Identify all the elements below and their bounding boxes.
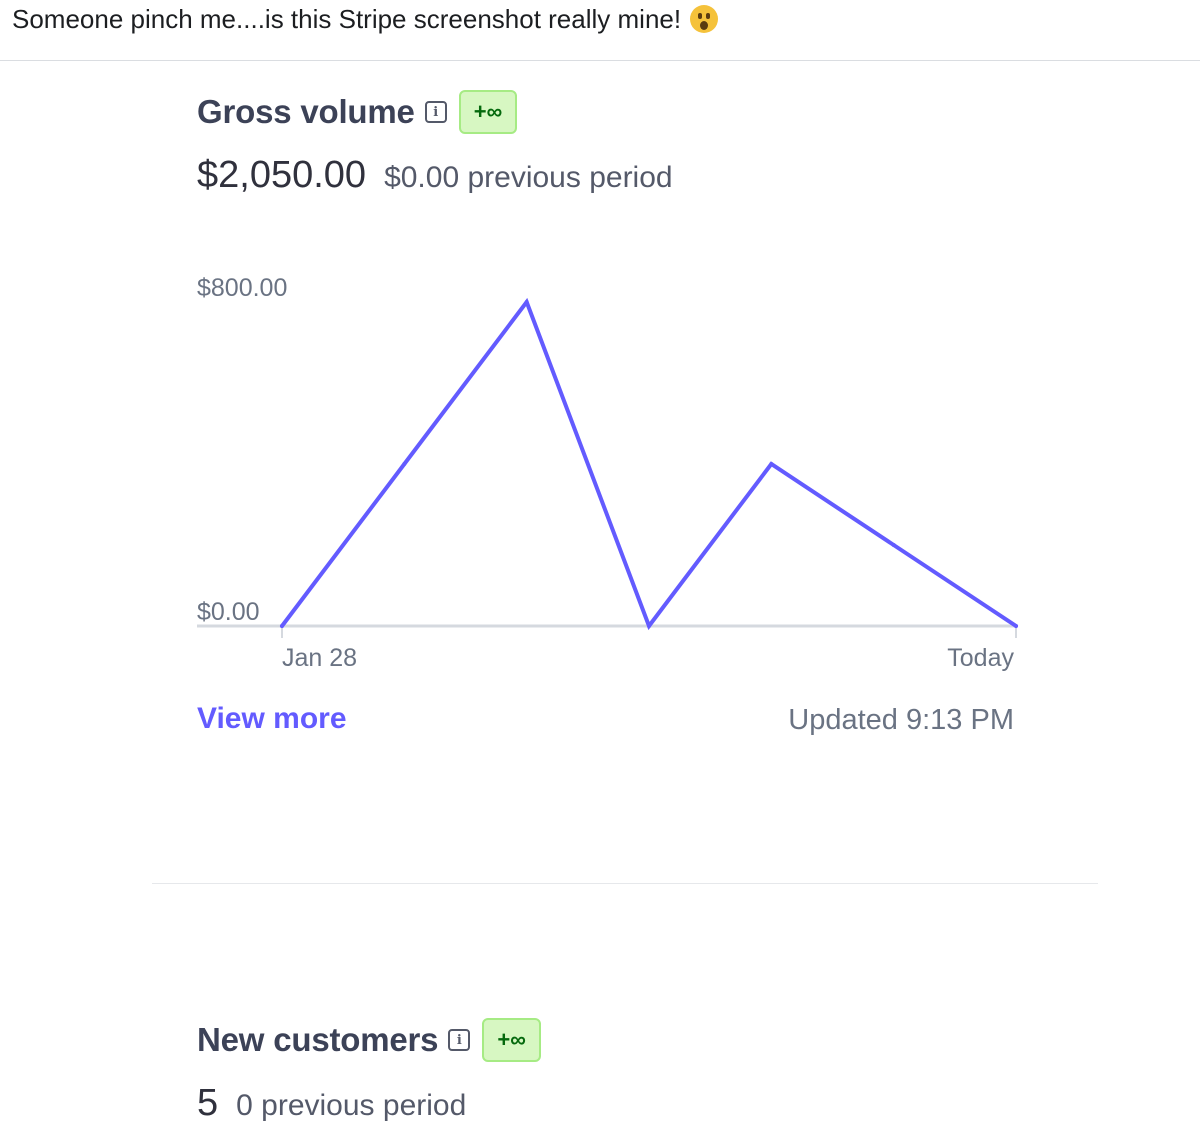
new-customers-title: New customers	[197, 1021, 439, 1058]
info-icon[interactable]: i	[424, 101, 447, 123]
new-customers-previous: 0 previous period	[236, 1089, 467, 1122]
gross-volume-header: Gross volume i +∞	[197, 90, 518, 134]
gross-volume-metric: $2,050.00 $0.00 previous period	[197, 154, 673, 197]
gross-volume-point-0	[280, 624, 284, 628]
gross-volume-previous: $0.00 previous period	[384, 161, 673, 194]
caption-divider	[0, 60, 1200, 61]
post-caption: Someone pinch me....is this Stripe scree…	[12, 2, 719, 36]
gross-volume-chart[interactable]: $800.00 $0.00 Jan 28 Today	[0, 0, 1200, 700]
gross-volume-point-4	[769, 462, 774, 466]
gross-volume-change-badge: +∞	[458, 90, 518, 134]
gross-volume-point-5	[891, 543, 896, 547]
section-divider	[152, 883, 1098, 884]
view-more-link[interactable]: View more	[197, 702, 347, 735]
gross-volume-points	[280, 300, 1018, 628]
gross-volume-value: $2,050.00	[197, 154, 367, 196]
gross-volume-title: Gross volume	[197, 93, 415, 130]
gross-volume-point-6	[1014, 624, 1018, 628]
updated-timestamp: Updated 9:13 PM	[788, 704, 1014, 736]
info-icon[interactable]: i	[448, 1029, 471, 1051]
gross-volume-point-2	[524, 300, 529, 304]
gross-volume-point-1	[402, 462, 407, 466]
astonished-face-emoji-icon	[690, 5, 719, 33]
gross-volume-point-3	[647, 624, 651, 628]
x-tick-label-start: Jan 28	[282, 644, 357, 672]
y-tick-label-zero: $0.00	[197, 598, 260, 626]
post-caption-text: Someone pinch me....is this Stripe scree…	[12, 4, 682, 34]
new-customers-value: 5	[197, 1082, 219, 1124]
new-customers-change-badge: +∞	[482, 1018, 541, 1062]
y-tick-label-max: $800.00	[197, 274, 287, 302]
new-customers-metric: 5 0 previous period	[197, 1082, 466, 1125]
x-tick-label-end: Today	[947, 644, 1014, 672]
gross-volume-series-line	[280, 297, 1018, 631]
new-customers-header: New customers i +∞	[197, 1018, 541, 1062]
